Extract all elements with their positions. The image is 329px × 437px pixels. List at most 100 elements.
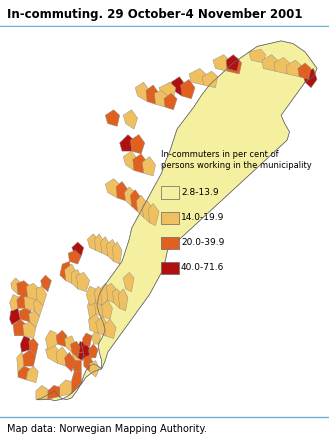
Polygon shape [81,350,89,361]
Polygon shape [104,319,116,339]
Polygon shape [249,49,266,63]
Polygon shape [83,333,92,347]
Polygon shape [26,366,38,383]
Polygon shape [34,297,43,316]
Polygon shape [86,286,96,305]
Polygon shape [303,69,317,88]
Polygon shape [274,57,290,74]
Polygon shape [23,350,36,366]
Polygon shape [36,286,47,305]
Polygon shape [137,195,147,217]
Polygon shape [105,110,120,126]
Polygon shape [60,380,74,396]
Bar [161,236,179,249]
Polygon shape [17,295,28,308]
Polygon shape [123,151,138,170]
Polygon shape [100,236,110,256]
Polygon shape [19,308,31,322]
Text: 2.8-13.9: 2.8-13.9 [181,188,218,197]
Polygon shape [130,135,145,154]
Polygon shape [123,110,138,129]
Polygon shape [135,82,150,101]
Polygon shape [45,330,58,350]
Polygon shape [17,352,26,371]
Polygon shape [113,289,122,308]
Polygon shape [45,344,60,363]
Polygon shape [72,371,81,394]
Polygon shape [202,71,218,88]
Polygon shape [48,385,63,399]
Polygon shape [72,358,81,371]
Polygon shape [116,181,128,201]
Polygon shape [286,60,301,77]
Polygon shape [118,289,128,311]
Polygon shape [94,297,105,316]
Polygon shape [26,284,39,300]
Polygon shape [29,339,38,355]
Polygon shape [94,234,104,253]
Polygon shape [154,90,167,107]
Polygon shape [64,336,75,352]
Polygon shape [83,344,91,358]
Polygon shape [84,355,93,371]
Polygon shape [29,311,39,327]
Polygon shape [142,201,153,223]
Polygon shape [96,316,108,336]
Polygon shape [262,55,278,71]
Polygon shape [10,295,19,311]
Polygon shape [181,80,195,99]
Polygon shape [64,264,77,284]
Polygon shape [56,347,68,366]
Polygon shape [171,77,186,96]
Polygon shape [81,339,89,350]
Polygon shape [148,204,159,225]
Polygon shape [23,322,36,339]
Polygon shape [72,347,83,361]
Polygon shape [105,179,120,198]
Text: Map data: Norwegian Mapping Authority.: Map data: Norwegian Mapping Authority. [7,423,207,434]
Polygon shape [120,135,134,151]
Polygon shape [89,314,102,333]
Polygon shape [78,352,84,361]
Bar [161,262,179,274]
Text: In-commuters in per cent of
persons working in the municipality: In-commuters in per cent of persons work… [161,150,312,170]
Polygon shape [94,286,104,305]
Bar [161,212,179,224]
Polygon shape [68,250,81,264]
Text: 14.0-19.9: 14.0-19.9 [181,213,224,222]
Polygon shape [92,330,100,344]
Polygon shape [37,41,317,401]
Polygon shape [11,278,21,295]
Text: 40.0-71.6: 40.0-71.6 [181,264,224,272]
Polygon shape [159,82,176,99]
Polygon shape [64,352,75,371]
Polygon shape [164,93,177,110]
Polygon shape [107,239,117,261]
Polygon shape [213,55,230,71]
Polygon shape [146,85,159,104]
Polygon shape [20,336,30,352]
Polygon shape [113,242,122,264]
Polygon shape [87,297,98,319]
Polygon shape [78,341,85,352]
Polygon shape [71,341,80,358]
Bar [161,187,179,199]
Polygon shape [18,366,30,380]
Text: 20.0-39.9: 20.0-39.9 [181,238,224,247]
Polygon shape [41,275,51,291]
Polygon shape [13,319,26,336]
Polygon shape [142,156,156,176]
Polygon shape [60,261,72,281]
Polygon shape [24,295,37,311]
Polygon shape [90,361,99,377]
Polygon shape [102,300,113,319]
Polygon shape [123,272,134,291]
Polygon shape [17,281,30,297]
Polygon shape [107,284,116,303]
Polygon shape [298,63,311,80]
Polygon shape [10,308,20,325]
Polygon shape [189,69,206,85]
Polygon shape [133,154,147,173]
Polygon shape [72,242,84,256]
Polygon shape [226,57,242,74]
